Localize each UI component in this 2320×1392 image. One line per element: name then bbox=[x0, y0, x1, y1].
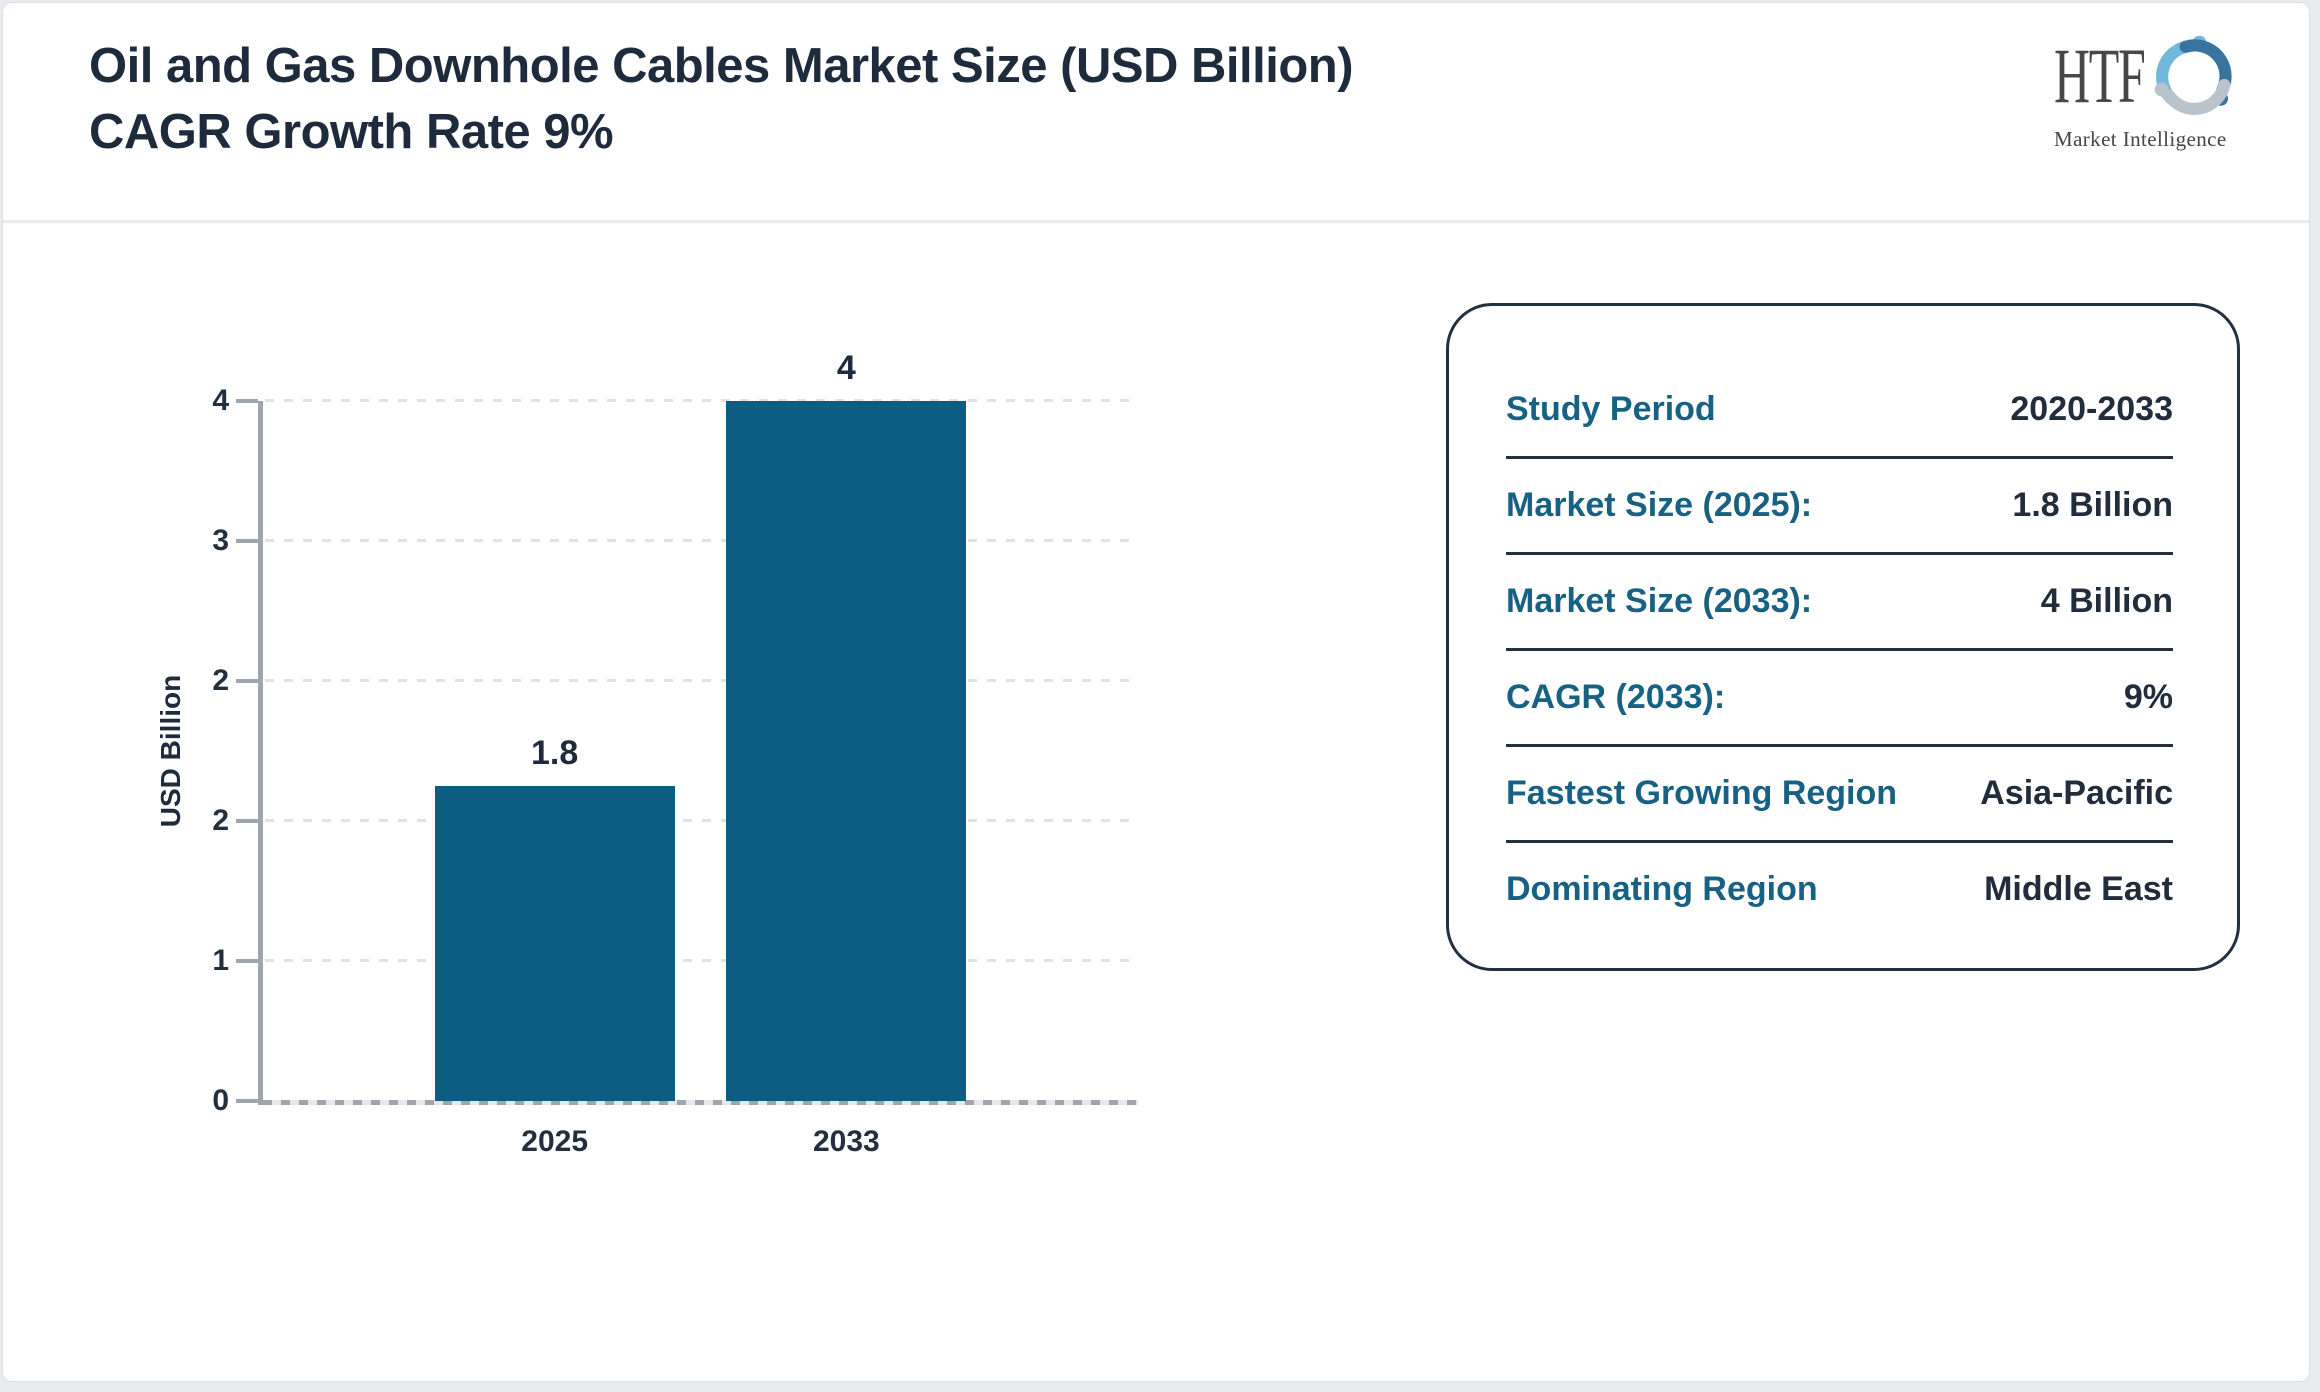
y-tick bbox=[236, 539, 258, 543]
y-tick-label: 3 bbox=[212, 524, 229, 557]
info-row-label: Market Size (2025): bbox=[1506, 486, 1813, 524]
y-tick bbox=[236, 819, 258, 823]
gridline bbox=[265, 399, 1138, 402]
y-tick-label: 0 bbox=[212, 1084, 229, 1117]
y-tick-label: 1 bbox=[212, 944, 229, 977]
info-row-value: 1.8 Billion bbox=[2012, 486, 2173, 524]
logo-htf-text: HTF bbox=[2054, 32, 2146, 119]
gridline bbox=[265, 959, 1138, 962]
plot-area: 0 1 2 2 3 4 1.8 2025 4 2033 bbox=[212, 351, 1138, 1157]
gridline bbox=[265, 819, 1138, 822]
y-tick-label: 2 bbox=[212, 804, 229, 837]
logo-subtext: Market Intelligence bbox=[2054, 127, 2227, 151]
y-axis-line bbox=[258, 401, 263, 1105]
x-tick-label: 2033 bbox=[812, 1125, 880, 1158]
bar-2033 bbox=[726, 401, 967, 1101]
info-row-label: Study Period bbox=[1506, 390, 1716, 428]
page-title: Oil and Gas Downhole Cables Market Size … bbox=[89, 39, 1354, 159]
logo-swirl-icon bbox=[2154, 35, 2232, 115]
y-axis-title: USD Billion bbox=[155, 674, 186, 828]
y-tick bbox=[236, 959, 258, 963]
info-row-label: Fastest Growing Region bbox=[1506, 774, 1898, 812]
info-panel: Study Period 2020-2033 Market Size (2025):… bbox=[1446, 303, 2240, 971]
info-row-value: 9% bbox=[2123, 678, 2173, 716]
info-row: Market Size (2025): 1.8 Billion bbox=[1506, 459, 2173, 555]
info-row-value: 4 Billion bbox=[2040, 582, 2173, 620]
bar-value-label: 1.8 bbox=[531, 734, 579, 772]
htf-logo: HTF Market Intelligence bbox=[2054, 32, 2254, 152]
bar-value-label: 4 bbox=[836, 349, 856, 387]
info-row-label: Dominating Region bbox=[1506, 870, 1818, 908]
logo-row: HTF bbox=[2054, 32, 2254, 123]
y-tick bbox=[236, 1099, 258, 1103]
gridline bbox=[265, 539, 1138, 542]
x-tick-label: 2025 bbox=[521, 1125, 589, 1158]
info-row: Dominating Region Middle East bbox=[1506, 843, 2173, 936]
gridline bbox=[265, 679, 1138, 682]
info-row: Fastest Growing Region Asia-Pacific bbox=[1506, 747, 2173, 843]
y-tick-label: 2 bbox=[212, 664, 229, 697]
y-tick bbox=[236, 679, 258, 683]
info-row-value: 2020-2033 bbox=[2010, 390, 2173, 428]
info-row-value: Middle East bbox=[1984, 870, 2173, 908]
info-row: CAGR (2033): 9% bbox=[1506, 651, 2173, 747]
info-row-label: CAGR (2033): bbox=[1506, 678, 1726, 716]
bar-2025 bbox=[434, 786, 675, 1101]
header: Oil and Gas Downhole Cables Market Size … bbox=[3, 3, 2309, 223]
info-row: Market Size (2033): 4 Billion bbox=[1506, 555, 2173, 651]
info-row: Study Period 2020-2033 bbox=[1506, 363, 2173, 459]
y-tick bbox=[236, 399, 258, 403]
y-tick-label: 4 bbox=[212, 384, 229, 417]
info-row-value: Asia-Pacific bbox=[1980, 774, 2173, 812]
info-row-label: Market Size (2033): bbox=[1506, 582, 1813, 620]
x-axis-baseline bbox=[263, 1100, 1138, 1105]
